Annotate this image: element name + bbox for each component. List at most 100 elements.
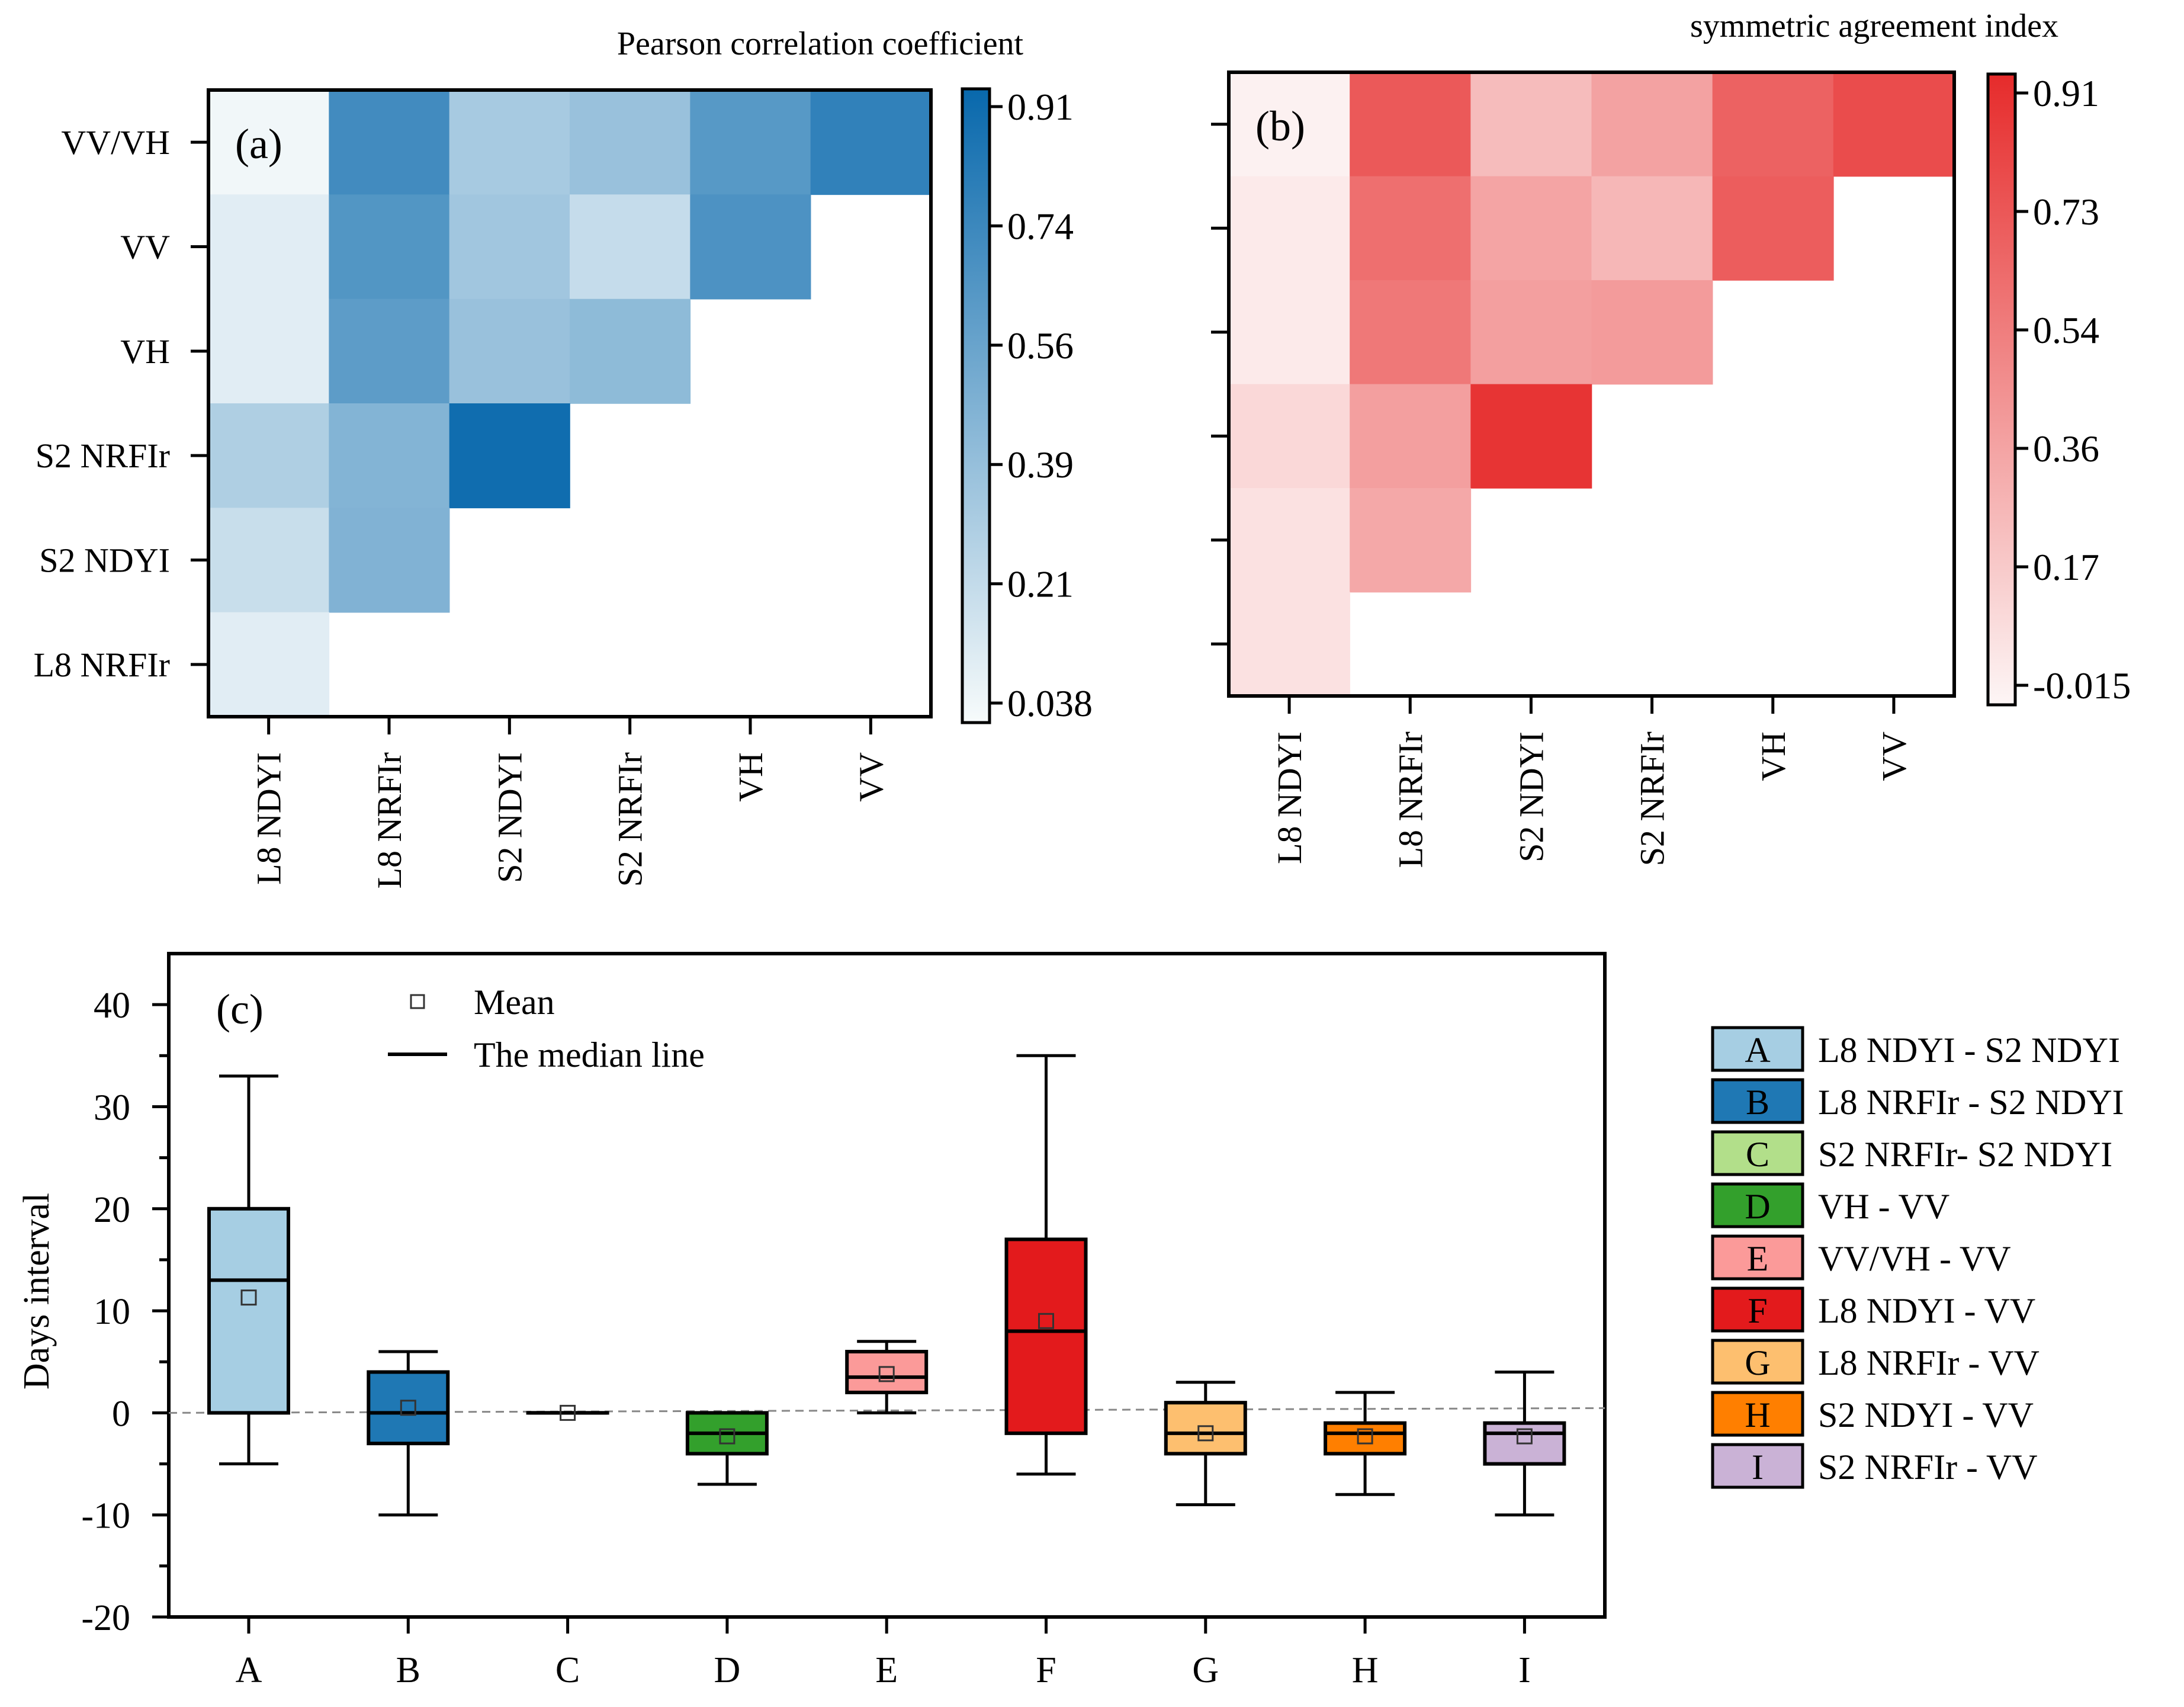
colorbar-tick-label: 0.56 — [1007, 325, 1074, 367]
y-tick-label: -10 — [81, 1496, 130, 1536]
y-tick-label: 0 — [112, 1394, 130, 1434]
legend-swatch-g — [1711, 1339, 1804, 1385]
heatmap-cell — [449, 90, 570, 195]
heatmap-cell — [1470, 384, 1592, 489]
mean-marker — [719, 1428, 736, 1445]
heatmap-cell — [690, 90, 811, 195]
y-tick-label: 20 — [94, 1190, 130, 1230]
heatmap-cell — [1350, 176, 1472, 281]
x-tick-label: I — [1518, 1650, 1531, 1690]
heatmap-cell — [329, 403, 450, 509]
heatmap-cell — [449, 299, 570, 404]
heatmap-cell — [329, 90, 450, 195]
box-e — [845, 1350, 929, 1394]
heatmap-panel-b: L8 NDYI L8 NRFIr S2 NDYI S2 NRFIr VH VV (b) sym… — [1211, 8, 2131, 868]
heatmap-cell — [329, 508, 450, 613]
colorbar — [1986, 72, 2017, 707]
heatmap-panel-a: VV/VH VV VH S2 NRFIr S2 NDYI L8 NRFIr L8 NDYI L… — [34, 25, 1093, 888]
legend-swatch-key: F — [1748, 1291, 1767, 1330]
legend-swatch-f — [1711, 1286, 1804, 1333]
colorbar-tick-label: 0.91 — [2033, 72, 2099, 114]
x-tick-label: C — [555, 1650, 580, 1690]
legend-swatch-key: I — [1752, 1448, 1764, 1487]
box-g — [1164, 1401, 1247, 1456]
legend-swatch-a — [1711, 1026, 1804, 1072]
heatmap-cell — [1350, 488, 1472, 593]
mean-legend-label: Mean — [474, 983, 555, 1022]
box-b — [367, 1370, 450, 1446]
legend-swatch-i — [1711, 1443, 1804, 1489]
heatmap-cell — [1229, 176, 1350, 281]
colorbar-tick-label: 0.21 — [1007, 563, 1074, 605]
mean-marker — [1516, 1428, 1533, 1445]
legend-label: VH - VV — [1818, 1187, 1949, 1226]
legend-swatch-key: A — [1745, 1031, 1770, 1070]
colorbar — [961, 87, 991, 724]
heatmap-cell — [570, 90, 691, 195]
colorbar-tick-label: 0.038 — [1007, 682, 1093, 724]
x-tick-label: VH — [1754, 731, 1793, 781]
colorbar-tick-label: 0.54 — [2033, 309, 2099, 351]
x-tick-label: L8 NDYI — [250, 752, 288, 885]
legend-label: VV/VH - VV — [1818, 1239, 2011, 1278]
x-tick-label: E — [875, 1650, 898, 1690]
y-tick-label: 30 — [94, 1087, 130, 1128]
x-tick-label: F — [1036, 1650, 1056, 1690]
legend-label: L8 NRFIr - S2 NDYI — [1818, 1083, 2124, 1122]
heatmap-cell — [1229, 384, 1350, 489]
x-tick-label: B — [396, 1650, 420, 1690]
boxplot-panel-c: -20 -10 0 10 20 30 40 Days interval A B C D E F G H I (c)… — [17, 952, 1607, 1690]
heatmap-cell — [1470, 72, 1592, 177]
legend-swatch-key: B — [1746, 1083, 1769, 1122]
median-legend-label: The median line — [474, 1035, 705, 1074]
heatmap-cell — [1712, 72, 1834, 177]
heatmap-cell — [1591, 280, 1713, 385]
x-tick-label: A — [236, 1650, 262, 1690]
x-tick-label: G — [1192, 1650, 1219, 1690]
y-tick-label: S2 NRFIr — [36, 437, 170, 475]
plot-frame — [167, 952, 1607, 1619]
x-tick-label: S2 NRFIr — [1633, 731, 1672, 866]
legend-label: L8 NDYI - VV — [1818, 1291, 2035, 1330]
heatmap-cell — [208, 508, 330, 613]
heatmap-cell — [1229, 488, 1350, 593]
y-tick-label: -20 — [81, 1598, 130, 1638]
x-tick-label: H — [1352, 1650, 1379, 1690]
y-tick-label: VH — [120, 332, 170, 371]
heatmap-cell — [570, 194, 691, 300]
panel-label: (b) — [1255, 102, 1305, 150]
heatmap-cell — [570, 299, 691, 404]
heatmap-cell — [208, 90, 330, 195]
x-tick-label: VV — [852, 752, 890, 802]
legend-swatch-d — [1711, 1182, 1804, 1228]
y-tick-label: VV/VH — [61, 123, 170, 162]
y-tick-label: VV — [120, 228, 170, 267]
plot-frame — [1227, 70, 1956, 698]
legend-swatch-c — [1711, 1130, 1804, 1176]
colorbar-tick-label: 0.17 — [2033, 546, 2099, 588]
heatmap-cell — [449, 403, 570, 509]
x-tick-label: L8 NRFIr — [370, 752, 409, 888]
heatmap-cell — [1591, 72, 1713, 177]
panel-label: (a) — [235, 120, 282, 168]
legend-swatch-key: H — [1745, 1395, 1770, 1435]
mean-marker — [1038, 1313, 1054, 1329]
box-f — [1004, 1237, 1088, 1435]
mean-marker — [1197, 1425, 1214, 1442]
x-tick-label: D — [714, 1650, 741, 1690]
plot-frame — [207, 88, 933, 718]
legend-swatch-key: C — [1746, 1135, 1769, 1174]
legend-swatch-key: E — [1747, 1239, 1769, 1278]
x-tick-label: S2 NRFIr — [611, 752, 650, 887]
heatmap-cell — [1712, 176, 1834, 281]
heatmap-cell — [1350, 280, 1472, 385]
legend-label: S2 NRFIr- S2 NDYI — [1818, 1135, 2112, 1174]
legend-swatch-key: D — [1745, 1187, 1770, 1226]
mean-marker — [878, 1366, 895, 1382]
legend-label: L8 NRFIr - VV — [1818, 1343, 2040, 1382]
y-tick-label: 10 — [94, 1292, 130, 1332]
colorbar-tick-label: 0.73 — [2033, 191, 2099, 233]
legend-swatch-b — [1711, 1078, 1804, 1124]
heatmap-cell — [208, 612, 330, 717]
mean-marker — [240, 1289, 257, 1306]
